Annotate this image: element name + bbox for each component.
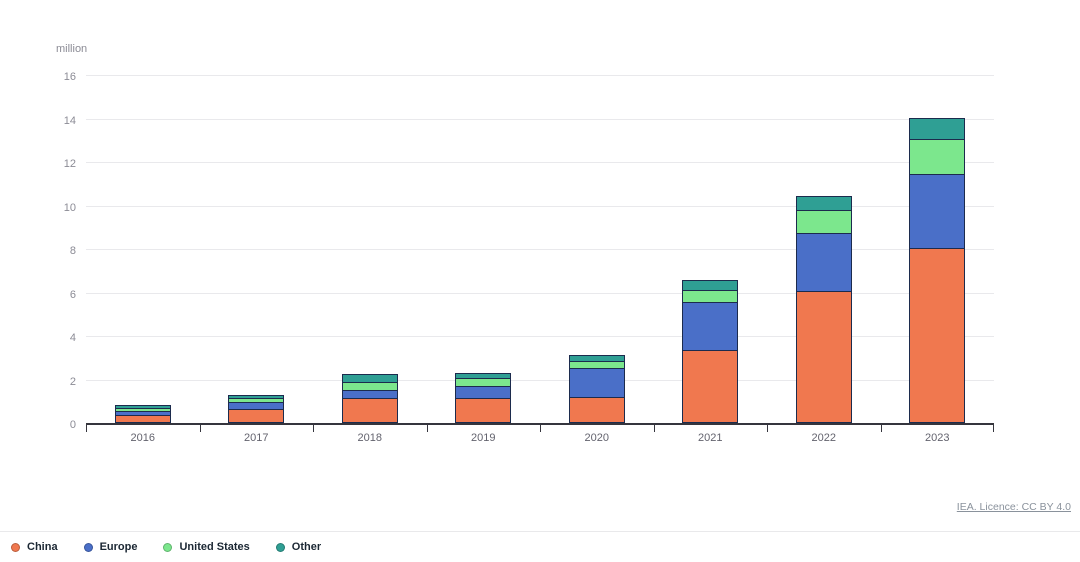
bar-2018[interactable] <box>341 374 398 423</box>
bar-segment-2019-other[interactable] <box>456 374 511 378</box>
y-tick-label-6: 6 <box>69 288 76 301</box>
legend-dot-icon <box>275 542 285 552</box>
x-axis-tick <box>654 423 655 432</box>
legend-item-europe[interactable]: Europe <box>83 541 138 553</box>
x-tick-label-2018: 2018 <box>357 432 382 444</box>
y-tick-label-10: 10 <box>63 201 76 214</box>
gridline-8 <box>86 249 994 250</box>
y-tick-label-16: 16 <box>63 71 76 83</box>
y-tick-label-8: 8 <box>69 245 76 257</box>
x-tick-label-2021: 2021 <box>698 432 723 444</box>
x-axis-tick <box>200 423 201 432</box>
bar-segment-2021-united-states[interactable] <box>683 290 738 302</box>
bar-segment-2019-europe[interactable] <box>456 386 511 398</box>
bar-segment-2023-europe[interactable] <box>910 174 965 248</box>
x-axis-tick <box>993 423 994 432</box>
bar-2019[interactable] <box>455 373 512 423</box>
bar-segment-2017-europe[interactable] <box>229 402 284 409</box>
bar-segment-2016-europe[interactable] <box>115 411 170 415</box>
bar-segment-2020-china[interactable] <box>569 397 624 422</box>
bar-segment-2016-united-states[interactable] <box>115 408 170 411</box>
legend-item-united-states[interactable]: United States <box>163 541 250 553</box>
legend-label: Europe <box>99 541 138 553</box>
gridline-4 <box>86 336 994 337</box>
gridline-14 <box>86 118 994 120</box>
bar-segment-2022-united-states[interactable] <box>796 210 851 233</box>
bar-2023[interactable] <box>909 118 966 423</box>
legend-label: China <box>27 541 58 553</box>
bar-segment-2018-china[interactable] <box>342 398 397 422</box>
bar-segment-2021-china[interactable] <box>683 350 738 422</box>
x-axis-tick <box>313 423 314 432</box>
legend-dot-icon <box>11 542 20 552</box>
bar-segment-2017-china[interactable] <box>229 409 284 422</box>
x-tick-label-2016: 2016 <box>130 432 155 444</box>
bar-segment-2018-united-states[interactable] <box>342 382 397 390</box>
bar-segment-2016-other[interactable] <box>115 406 170 408</box>
gridline-16 <box>86 75 994 76</box>
legend-dot-icon <box>163 542 173 552</box>
gridline-2 <box>86 379 994 381</box>
x-tick-label-2023: 2023 <box>925 432 950 444</box>
legend-item-other[interactable]: Other <box>275 541 322 553</box>
bar-segment-2021-other[interactable] <box>683 281 738 290</box>
bar-segment-2019-china[interactable] <box>456 398 511 422</box>
gridline-10 <box>86 205 994 207</box>
bar-segment-2016-china[interactable] <box>115 415 170 422</box>
legend-label: United States <box>179 541 250 553</box>
bar-2020[interactable] <box>568 355 625 423</box>
y-axis-unit-label: million <box>56 43 88 55</box>
x-axis-tick <box>540 423 541 432</box>
x-tick-label-2020: 2020 <box>584 432 609 444</box>
bar-segment-2022-other[interactable] <box>796 197 851 210</box>
bar-segment-2022-europe[interactable] <box>796 233 851 291</box>
plot-area: 2016 2017 2018 2019 2020 2021 2022 2023 <box>86 75 994 444</box>
x-axis-tick <box>86 423 87 432</box>
x-axis-tick <box>767 423 768 432</box>
bar-2016[interactable] <box>114 405 171 423</box>
footer-divider <box>0 531 1080 532</box>
bar-segment-2018-europe[interactable] <box>342 390 397 398</box>
bar-segment-2017-other[interactable] <box>229 396 284 398</box>
y-tick-label-4: 4 <box>69 332 76 344</box>
y-tick-label-14: 14 <box>63 114 76 127</box>
bar-segment-2019-united-states[interactable] <box>456 378 511 386</box>
gridline-6 <box>86 292 994 294</box>
y-tick-label-2: 2 <box>69 375 76 388</box>
bar-segment-2017-united-states[interactable] <box>229 398 284 402</box>
bar-segment-2018-other[interactable] <box>342 375 397 382</box>
bar-2017[interactable] <box>228 395 285 423</box>
bar-segment-2022-china[interactable] <box>796 291 851 422</box>
legend-label: Other <box>291 541 322 553</box>
y-axis: 0 2 4 6 8 10 12 14 16 <box>0 71 76 431</box>
bar-segment-2023-other[interactable] <box>910 119 965 139</box>
y-tick-label-12: 12 <box>63 158 76 170</box>
gridline-12 <box>86 162 994 163</box>
x-axis-tick <box>881 423 882 432</box>
bar-segment-2021-europe[interactable] <box>683 302 738 350</box>
legend-dot-icon <box>83 542 93 552</box>
legend: China Europe United States Other <box>11 541 321 553</box>
bar-segment-2020-united-states[interactable] <box>569 361 624 368</box>
bar-segment-2023-united-states[interactable] <box>910 139 965 174</box>
y-tick-label-0: 0 <box>69 419 76 431</box>
bar-segment-2020-other[interactable] <box>569 356 624 361</box>
legend-item-china[interactable]: China <box>11 541 58 553</box>
bar-segment-2023-china[interactable] <box>910 248 965 422</box>
x-tick-label-2019: 2019 <box>471 432 496 444</box>
x-tick-label-2022: 2022 <box>811 432 836 444</box>
bar-segment-2020-europe[interactable] <box>569 368 624 397</box>
bar-2022[interactable] <box>795 196 852 423</box>
bar-2021[interactable] <box>682 280 739 423</box>
licence-link[interactable]: IEA. Licence: CC BY 4.0 <box>956 501 1071 513</box>
x-axis-tick <box>427 423 428 432</box>
x-tick-label-2017: 2017 <box>244 432 269 444</box>
